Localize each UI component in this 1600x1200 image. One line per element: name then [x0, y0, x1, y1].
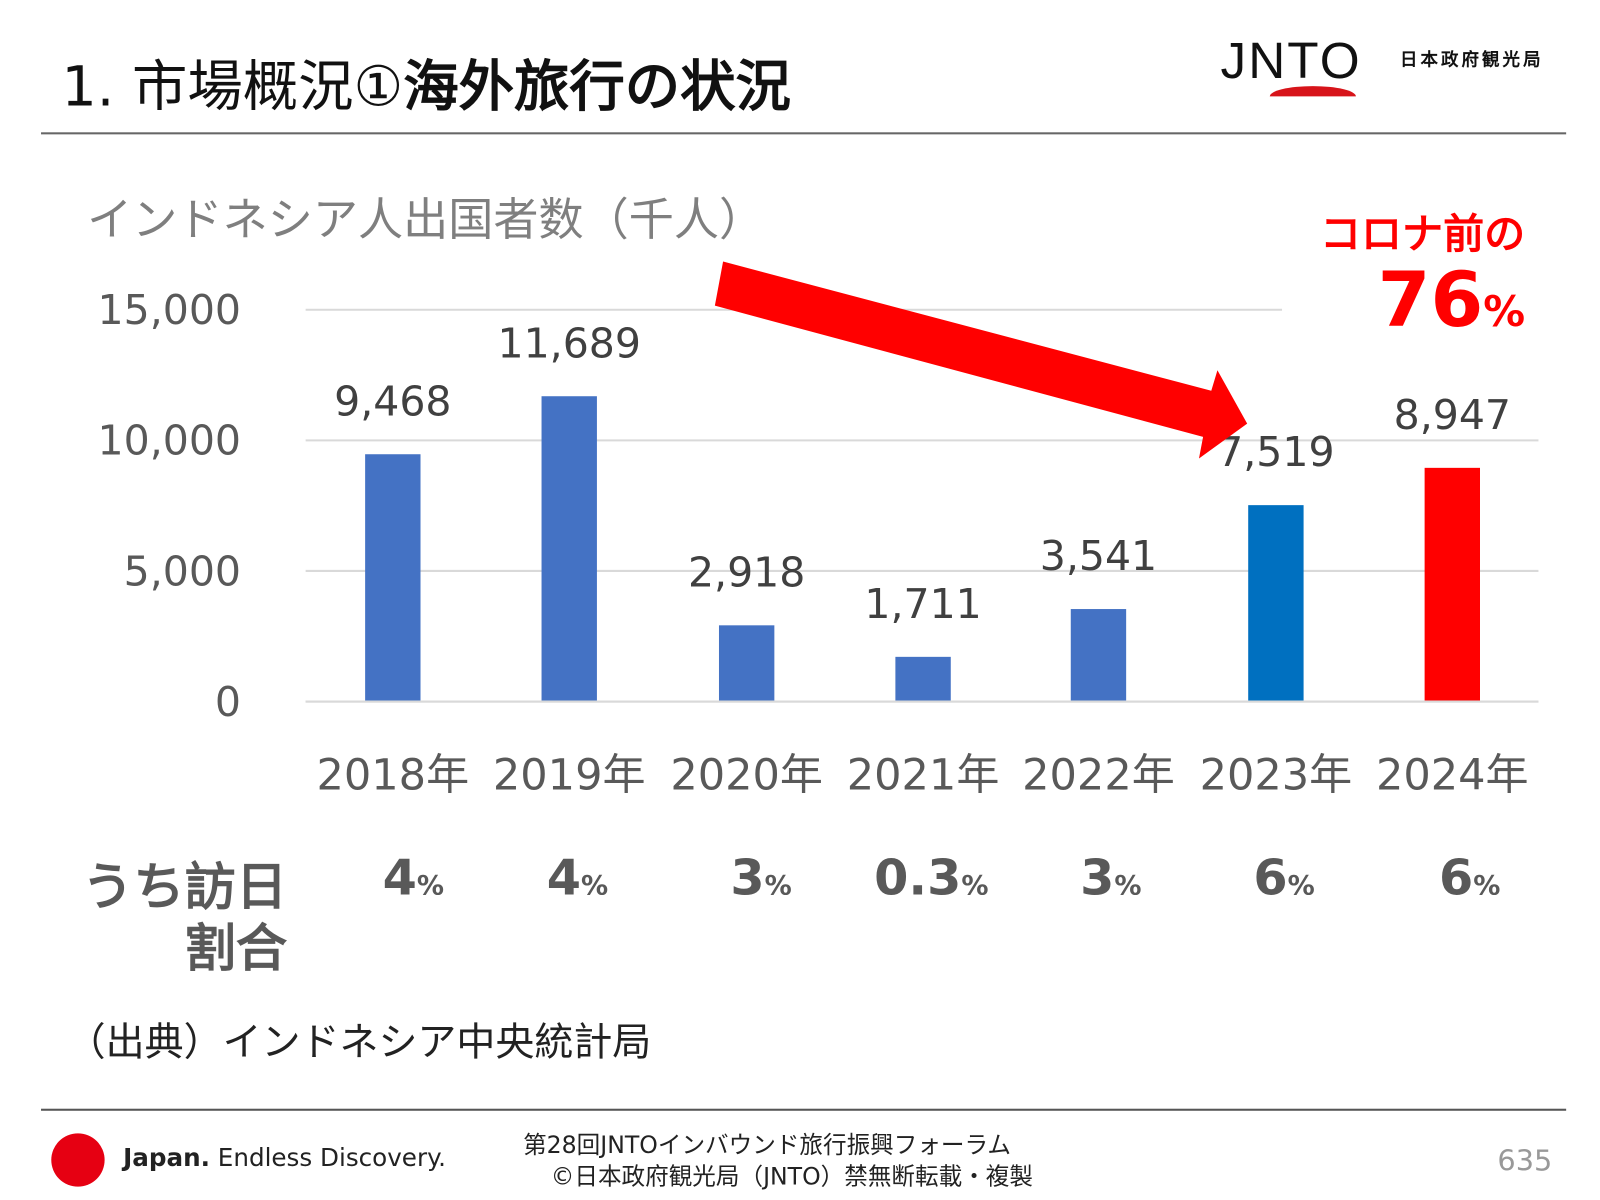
x-tick-label: 2021年 [847, 751, 1000, 801]
brand-bold: Japan. [123, 1143, 210, 1173]
data-label: 8,947 [1394, 391, 1511, 439]
x-tick-label: 2024年 [1376, 751, 1529, 801]
data-label: 1,711 [864, 580, 981, 628]
share-number: 3 [1080, 849, 1115, 907]
bar-2021年 [895, 656, 951, 702]
share-value: 0.3% [874, 849, 988, 906]
share-unit: % [764, 869, 792, 902]
jnto-logo-subtitle: 日本政府観光局 [1399, 50, 1544, 71]
data-label: 11,689 [497, 319, 641, 367]
annotation-unit: % [1483, 287, 1526, 337]
bar-2022年 [1070, 609, 1127, 702]
x-tick-label: 2023年 [1200, 751, 1353, 801]
share-row-label-2: 割合 [184, 918, 288, 979]
share-number: 3 [730, 849, 765, 907]
share-value: 4% [383, 849, 444, 906]
share-unit: % [1287, 869, 1315, 902]
share-unit: % [581, 869, 609, 902]
share-number: 4 [382, 849, 417, 907]
data-label: 7,519 [1217, 428, 1334, 476]
chart-title: インドネシア人出国者数（千人） [87, 193, 765, 247]
title-bold: 海外旅行の状況 [403, 54, 791, 119]
share-value: 6% [1253, 849, 1314, 906]
footer-copyright: ©日本政府観光局（JNTO）禁無断転載・複製 [550, 1164, 1033, 1191]
title-divider [41, 132, 1567, 135]
bar-2019年 [541, 396, 597, 702]
source-note: （出典）インドネシア中央統計局 [66, 1019, 652, 1065]
annotation-label: コロナ前の [1319, 211, 1526, 259]
x-tick-label: 2020年 [670, 751, 823, 801]
annotation-value: 76% [1378, 256, 1525, 344]
page-number: 635 [1497, 1143, 1553, 1178]
y-tick-label: 5,000 [124, 547, 241, 595]
bar-2023年 [1248, 505, 1304, 702]
page-title: 1. 市場概況①海外旅行の状況 [62, 41, 791, 122]
data-label: 2,918 [688, 548, 805, 596]
jnto-logo: JNTO [1220, 31, 1362, 90]
annotation-number: 76 [1377, 256, 1484, 345]
share-number: 4 [546, 849, 582, 907]
japan-cherry-blossom-logo-icon [51, 1133, 105, 1187]
decline-arrow [714, 261, 1248, 459]
share-number: 0.3 [874, 849, 962, 907]
japan-brand: Japan. Endless Discovery. [123, 1144, 446, 1173]
share-unit: % [1114, 869, 1142, 902]
y-tick-label: 15,000 [98, 286, 242, 334]
bar-2024年 [1424, 467, 1480, 702]
share-unit: % [1473, 869, 1501, 902]
x-tick-label: 2018年 [316, 751, 469, 801]
title-prefix: 1. 市場概況① [61, 54, 404, 119]
data-label: 3,541 [1040, 532, 1157, 580]
share-unit: % [416, 869, 445, 902]
data-label: 9,468 [334, 377, 451, 425]
y-tick-label: 10,000 [98, 417, 242, 465]
share-row-label-1: うち訪日 [82, 857, 288, 917]
share-value: 4% [547, 849, 608, 906]
footer-event: 第28回JNTOインバウンド旅行振興フォーラム [523, 1132, 1011, 1159]
x-tick-label: 2019年 [493, 751, 646, 801]
share-number: 6 [1253, 849, 1288, 907]
x-tick-label: 2022年 [1022, 751, 1175, 801]
share-unit: % [961, 869, 989, 902]
footer-divider [41, 1108, 1567, 1111]
bar-2018年 [365, 454, 421, 702]
share-value: 6% [1439, 849, 1500, 906]
share-value: 3% [1080, 849, 1141, 906]
bar-2020年 [718, 625, 775, 702]
brand-tagline: Endless Discovery. [217, 1143, 446, 1173]
bar-chart: 0 5,000 10,000 15,000 9,468 2018年 11,689 2019年… [98, 261, 1539, 801]
jnto-logo-arc [1269, 86, 1356, 97]
share-number: 6 [1439, 849, 1474, 907]
share-value: 3% [730, 849, 791, 906]
y-tick-label: 0 [215, 678, 241, 726]
